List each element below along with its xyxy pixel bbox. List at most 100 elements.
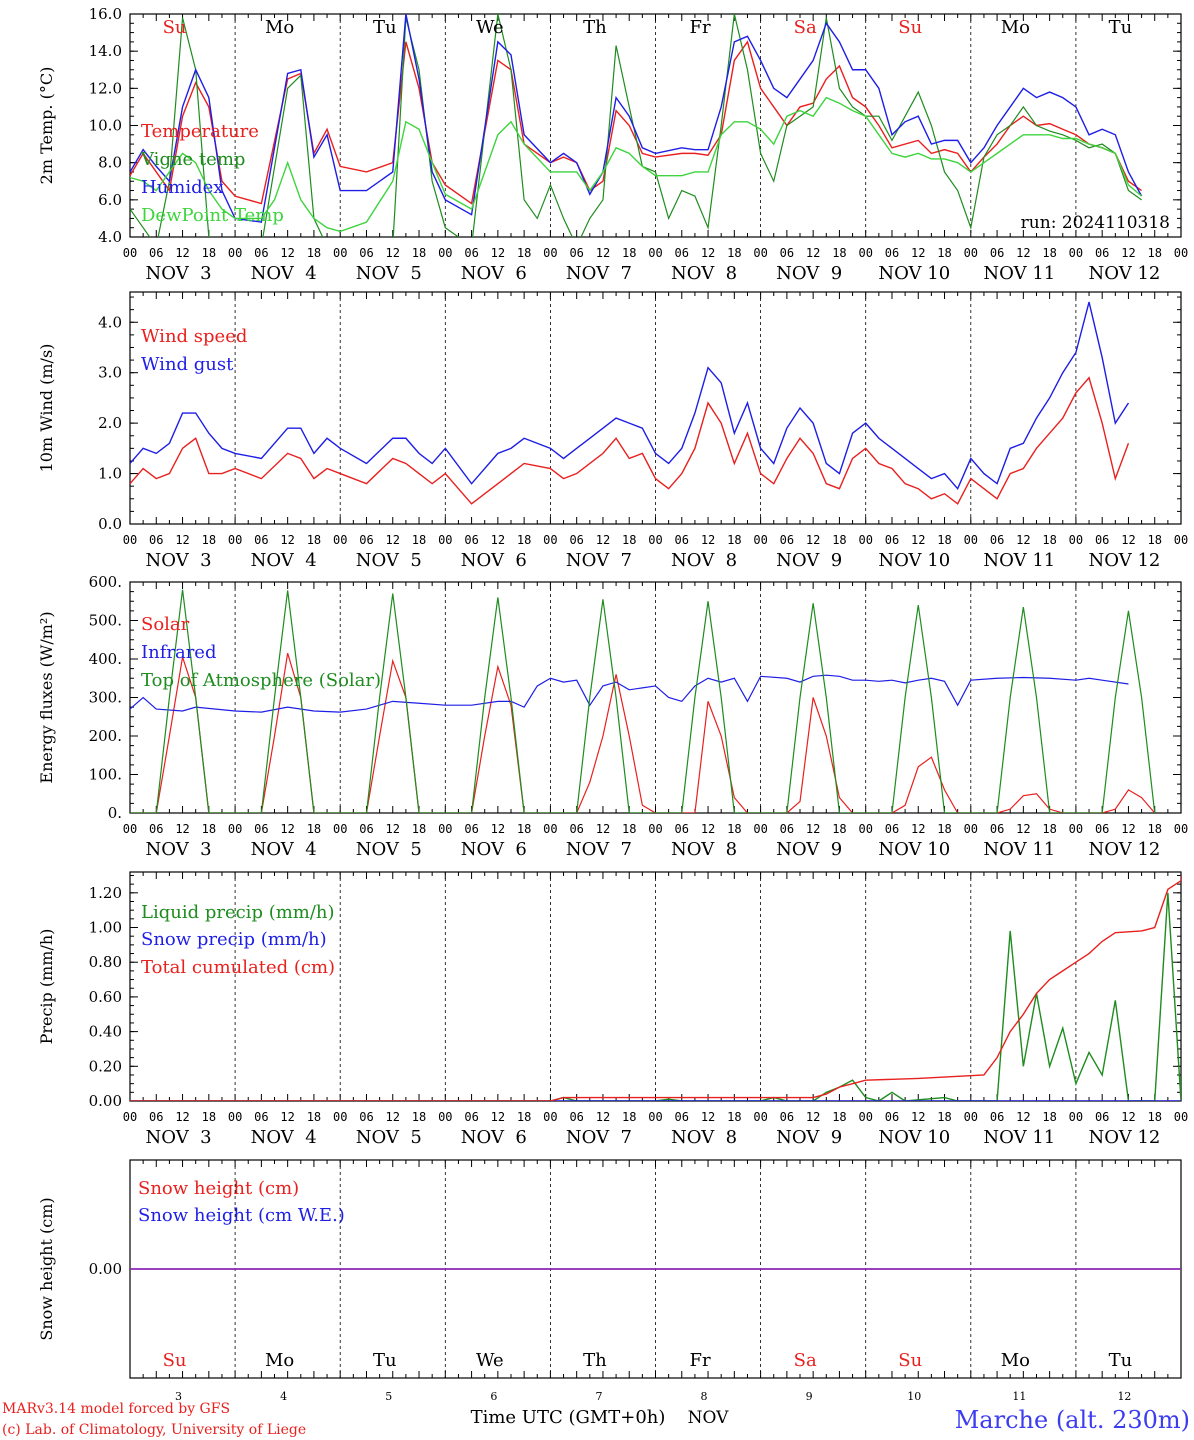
- date-label: NOV 3: [146, 550, 212, 571]
- date-label: NOV 3: [146, 839, 212, 860]
- hour-tick-label: 12: [596, 246, 610, 260]
- hour-tick-label: 06: [780, 246, 794, 260]
- legend-entry: Snow height (cm): [138, 1178, 299, 1199]
- day-label: Th: [583, 17, 607, 38]
- hour-tick-label: 12: [491, 246, 505, 260]
- hour-tick-label: 12: [175, 533, 189, 547]
- date-label: NOV 12: [1089, 263, 1161, 284]
- legend-entry: Top of Atmosphere (Solar): [141, 670, 381, 691]
- hour-tick-label: 12: [911, 246, 925, 260]
- hour-tick-label: 18: [832, 822, 846, 836]
- date-label: NOV 4: [251, 550, 317, 571]
- hour-tick-label: 18: [517, 1110, 531, 1124]
- station-title: Marche (alt. 230m): [955, 1406, 1190, 1434]
- hour-tick-label: 18: [622, 246, 636, 260]
- day-label: Mo: [1001, 1350, 1030, 1371]
- hour-tick-label: 06: [149, 1110, 163, 1124]
- hour-tick-label: 18: [937, 533, 951, 547]
- day-label: We: [476, 1350, 504, 1371]
- hour-tick-label: 00: [648, 822, 662, 836]
- day-label: We: [476, 17, 504, 38]
- hour-tick-label: 06: [780, 533, 794, 547]
- y-tick-label: 0.00: [89, 1260, 122, 1278]
- legend-entry: Vigne temp: [140, 149, 245, 170]
- hour-tick-label: 18: [832, 533, 846, 547]
- hour-tick-label: 06: [254, 533, 268, 547]
- legend-entry: Total cumulated (cm): [141, 957, 335, 978]
- y-axis-label: Snow height (cm): [37, 1197, 56, 1340]
- hour-tick-label: 12: [1016, 822, 1030, 836]
- hour-tick-label: 00: [753, 1110, 767, 1124]
- y-tick-label: 0.80: [89, 953, 122, 971]
- series-line-total-cumulated-cm-: [130, 875, 1181, 1101]
- bottom-date-label: 11: [1012, 1390, 1026, 1403]
- hour-tick-label: 06: [254, 1110, 268, 1124]
- lab-credit: (c) Lab. of Climatology, University of L…: [2, 1422, 306, 1438]
- hour-tick-label: 06: [464, 1110, 478, 1124]
- date-label: NOV 4: [251, 1127, 317, 1148]
- hour-tick-label: 12: [701, 822, 715, 836]
- hour-tick-label: 00: [648, 533, 662, 547]
- hour-tick-label: 18: [412, 246, 426, 260]
- legend-entry: Solar: [141, 614, 190, 635]
- bottom-date-label: 9: [806, 1390, 813, 1403]
- day-label: Th: [583, 1350, 607, 1371]
- date-label: NOV 9: [776, 1127, 842, 1148]
- hour-tick-label: 18: [202, 822, 216, 836]
- hour-tick-label: 18: [937, 246, 951, 260]
- hour-tick-label: 06: [149, 533, 163, 547]
- date-label: NOV 10: [878, 1127, 950, 1148]
- hour-tick-label: 12: [806, 246, 820, 260]
- series-line-dewpoint-temp: [130, 96, 1143, 233]
- hour-tick-label: 00: [543, 822, 557, 836]
- hour-tick-label: 00: [438, 1110, 452, 1124]
- hour-tick-label: 00: [1069, 246, 1083, 260]
- y-tick-label: 4.0: [98, 313, 122, 331]
- date-label: NOV 6: [461, 263, 527, 284]
- day-label: Tu: [1109, 1350, 1133, 1371]
- hour-tick-label: 00: [648, 1110, 662, 1124]
- hour-tick-label: 18: [727, 1110, 741, 1124]
- hour-tick-label: 12: [1016, 533, 1030, 547]
- hour-tick-label: 18: [937, 822, 951, 836]
- legend-entry: DewPoint Temp: [141, 205, 284, 226]
- y-tick-label: 0.60: [89, 988, 122, 1006]
- hour-tick-label: 00: [333, 822, 347, 836]
- date-label: NOV 6: [461, 550, 527, 571]
- hour-tick-label: 06: [885, 533, 899, 547]
- hour-tick-label: 12: [1016, 246, 1030, 260]
- hour-tick-label: 00: [858, 1110, 872, 1124]
- hour-tick-label: 00: [964, 533, 978, 547]
- panel-1: [129, 13, 1182, 238]
- hour-tick-label: 18: [307, 533, 321, 547]
- hour-tick-label: 12: [386, 822, 400, 836]
- hour-tick-label: 06: [885, 822, 899, 836]
- day-label: Su: [163, 17, 187, 38]
- hour-tick-label: 06: [149, 246, 163, 260]
- day-label: Sa: [794, 17, 817, 38]
- y-tick-label: 10.0: [89, 117, 122, 135]
- hour-tick-label: 18: [1147, 822, 1161, 836]
- date-label: NOV 3: [146, 1127, 212, 1148]
- hour-tick-label: 12: [491, 533, 505, 547]
- bottom-date-label: 3: [175, 1390, 182, 1403]
- hour-tick-label: 12: [491, 1110, 505, 1124]
- hour-tick-label: 12: [911, 533, 925, 547]
- legend-entry: Temperature: [141, 121, 259, 142]
- hour-tick-label: 06: [885, 1110, 899, 1124]
- date-label: NOV 7: [566, 1127, 632, 1148]
- hour-tick-label: 12: [1121, 1110, 1135, 1124]
- hour-tick-label: 00: [123, 246, 137, 260]
- hour-tick-label: 06: [780, 822, 794, 836]
- date-label: NOV 11: [983, 263, 1055, 284]
- hour-tick-label: 18: [937, 1110, 951, 1124]
- hour-tick-label: 00: [1069, 1110, 1083, 1124]
- hour-tick-label: 18: [832, 246, 846, 260]
- hour-tick-label: 00: [333, 533, 347, 547]
- date-label: NOV 8: [671, 263, 737, 284]
- hour-tick-label: 12: [911, 1110, 925, 1124]
- hour-tick-label: 00: [1174, 533, 1188, 547]
- hour-tick-label: 00: [964, 822, 978, 836]
- bottom-date-label: 7: [595, 1390, 602, 1403]
- bottom-date-label: 8: [701, 1390, 708, 1403]
